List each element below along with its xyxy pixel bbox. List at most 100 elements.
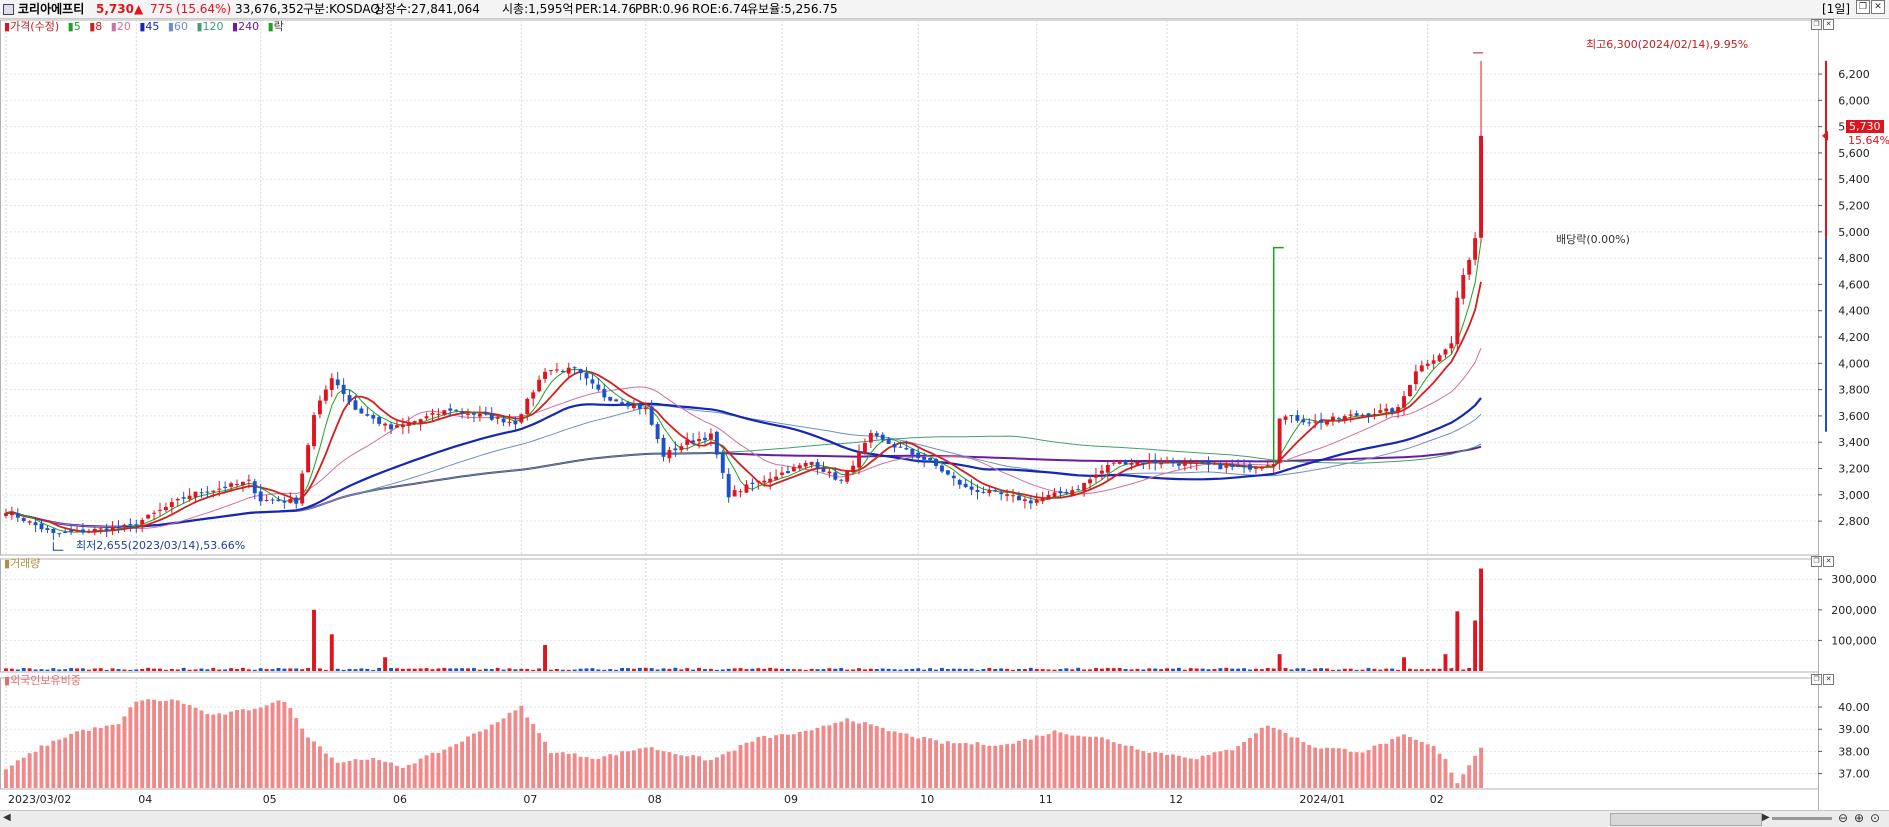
volume-bar [892, 669, 897, 671]
candle-body [353, 400, 358, 410]
candle-body [1396, 407, 1401, 413]
foreign-ratio-bar [483, 729, 488, 788]
candle [92, 527, 97, 536]
candle [513, 416, 518, 430]
volume-bar [39, 669, 44, 671]
foreign-ratio-bar [1253, 733, 1258, 788]
candle [655, 421, 660, 444]
candle-body [1105, 464, 1110, 473]
foreign-ratio-bar [714, 757, 719, 788]
volume-bar [1455, 611, 1460, 671]
foreign-ratio-bar [489, 724, 494, 788]
volume-panel-restore-icon[interactable]: ❐ [1811, 556, 1822, 567]
volume-panel-close-icon[interactable]: ✕ [1823, 556, 1834, 567]
volume-bar [371, 669, 376, 671]
candle [169, 497, 174, 514]
legend-ma240: ▮240 [232, 20, 260, 33]
candle [1028, 495, 1033, 510]
foreign-ratio-bar [691, 755, 696, 788]
foreign-ratio-bar [1200, 755, 1205, 788]
candle-body [1443, 349, 1448, 355]
foreign-ratio-bar [430, 752, 435, 788]
restore-icon[interactable]: ❐ [1856, 0, 1870, 14]
foreign-ratio-bar [851, 721, 856, 788]
chart-scrollbar[interactable]: ◀ ▶ ⊖ ⊕ ⊙ [0, 810, 1889, 827]
candle-body [1011, 495, 1015, 497]
foreign-ratio-bar [400, 767, 405, 788]
zoom-reset-icon[interactable]: ⊙ [1870, 811, 1881, 825]
candle-body [1259, 466, 1264, 469]
candle [1330, 412, 1335, 426]
foreign-ratio-bar [1182, 757, 1187, 788]
volume-bar [827, 668, 832, 671]
volume-bar [1360, 669, 1365, 671]
foreign-ratio-bar [667, 752, 672, 788]
volume-bar [626, 668, 630, 671]
scroll-right-icon[interactable]: ▶ [1762, 812, 1770, 823]
volume-bar [1206, 669, 1211, 671]
scroll-thumb[interactable] [1610, 813, 1762, 826]
candle [626, 400, 630, 410]
foreign-ratio-bar [81, 729, 85, 788]
volume-bar [691, 669, 696, 671]
candle-body [560, 370, 565, 372]
candle-body [294, 497, 299, 504]
candle [483, 406, 488, 416]
candle [69, 525, 74, 535]
candle-body [886, 438, 891, 444]
candle-body [1402, 396, 1406, 408]
candle-body [1437, 355, 1442, 362]
candle-body [738, 491, 743, 493]
foreign-panel-restore-icon[interactable]: ❐ [1811, 674, 1822, 685]
candle-body [714, 431, 719, 455]
volume-bar [1005, 668, 1010, 671]
foreign-ratio-bar [110, 724, 115, 788]
volume-bar [110, 668, 115, 671]
candle-body [152, 512, 157, 514]
candle [549, 370, 553, 376]
scroll-left-icon[interactable]: ◀ [3, 812, 11, 823]
zoom-out-icon[interactable]: ⊖ [1838, 811, 1849, 825]
period-selector[interactable]: [1일] [1822, 2, 1851, 16]
candle [400, 417, 405, 435]
close-icon[interactable]: ✕ [1871, 0, 1885, 14]
candle-body [922, 457, 927, 460]
candle-body [809, 461, 814, 465]
candle [1111, 459, 1116, 466]
foreign-ratio-bar [270, 702, 275, 788]
foreign-ratio-bar [554, 752, 559, 788]
candle [1402, 390, 1406, 416]
zoom-slider[interactable] [1772, 817, 1832, 820]
candle-body [158, 509, 162, 511]
foreign-ratio-bar [1461, 774, 1466, 788]
candle [199, 488, 204, 498]
foreign-ratio-bar [578, 756, 583, 788]
candle-body [306, 445, 311, 473]
menu-icon[interactable] [3, 4, 14, 15]
price-panel-close-icon[interactable]: ✕ [1823, 19, 1834, 30]
candle-body [732, 490, 737, 497]
foreign-ratio-bar [1017, 740, 1021, 788]
foreign-ratio-bar [1354, 752, 1359, 788]
foreign-ratio-bar [341, 762, 346, 788]
foreign-ratio-bar [750, 741, 755, 788]
candle [163, 502, 168, 512]
foreign-panel-close-icon[interactable]: ✕ [1823, 674, 1834, 685]
candle [365, 407, 370, 417]
candle [1319, 412, 1324, 430]
candle-body [187, 495, 192, 500]
volume-bar [590, 668, 595, 671]
volume-bar [1147, 668, 1152, 671]
volume-bar [525, 668, 530, 671]
price-panel-restore-icon[interactable]: ❐ [1811, 19, 1822, 30]
candle [1384, 403, 1389, 419]
candle [637, 402, 642, 415]
candle-body [39, 523, 44, 530]
foreign-ratio-bar [1467, 765, 1472, 788]
candle [815, 458, 820, 475]
candle-body [572, 367, 577, 369]
zoom-in-icon[interactable]: ⊕ [1854, 811, 1865, 825]
volume-bar [537, 668, 542, 671]
candle-body [797, 465, 802, 468]
candle [140, 517, 145, 533]
